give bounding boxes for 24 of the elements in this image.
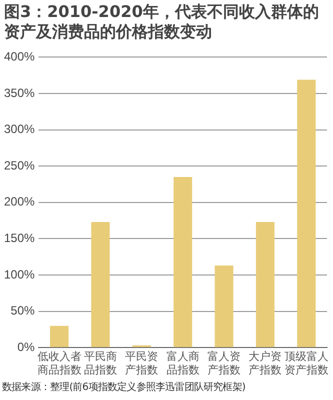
bar <box>91 222 110 348</box>
y-tick-label: 300% <box>4 122 36 136</box>
bar <box>256 222 274 348</box>
y-tick-label: 200% <box>4 194 36 209</box>
bar <box>297 80 316 348</box>
x-tick-label: 顶级富人资产指数 <box>284 350 328 376</box>
y-tick-label: 50% <box>10 304 36 318</box>
x-tick-label: 富人资产指数 <box>208 350 241 376</box>
x-tick-label: 平民商品指数 <box>84 350 117 376</box>
y-tick-label: 400% <box>4 50 36 64</box>
source-note: 数据来源：整理(前6项指数定义参照李迅雷团队研究框架) <box>1 380 246 394</box>
x-tick-label: 富人商品指数 <box>166 350 200 376</box>
x-tick-label: 低收入者商品指数 <box>37 350 82 376</box>
chart-title: 图3：2010-2020年，代表不同收入群体的资产及消费品的价格指数变动 <box>3 1 320 43</box>
bar <box>174 176 192 348</box>
y-tick-label: 150% <box>4 231 36 246</box>
y-tick-label: 250% <box>4 158 36 172</box>
y-tick-label: 100% <box>4 267 36 282</box>
y-tick-label: 350% <box>4 86 36 100</box>
bar <box>50 326 69 348</box>
bar <box>214 266 234 348</box>
x-tick-label: 平民资产指数 <box>125 350 158 376</box>
x-tick-label: 大户资产指数 <box>248 350 282 376</box>
y-tick-label: 0% <box>17 340 36 354</box>
